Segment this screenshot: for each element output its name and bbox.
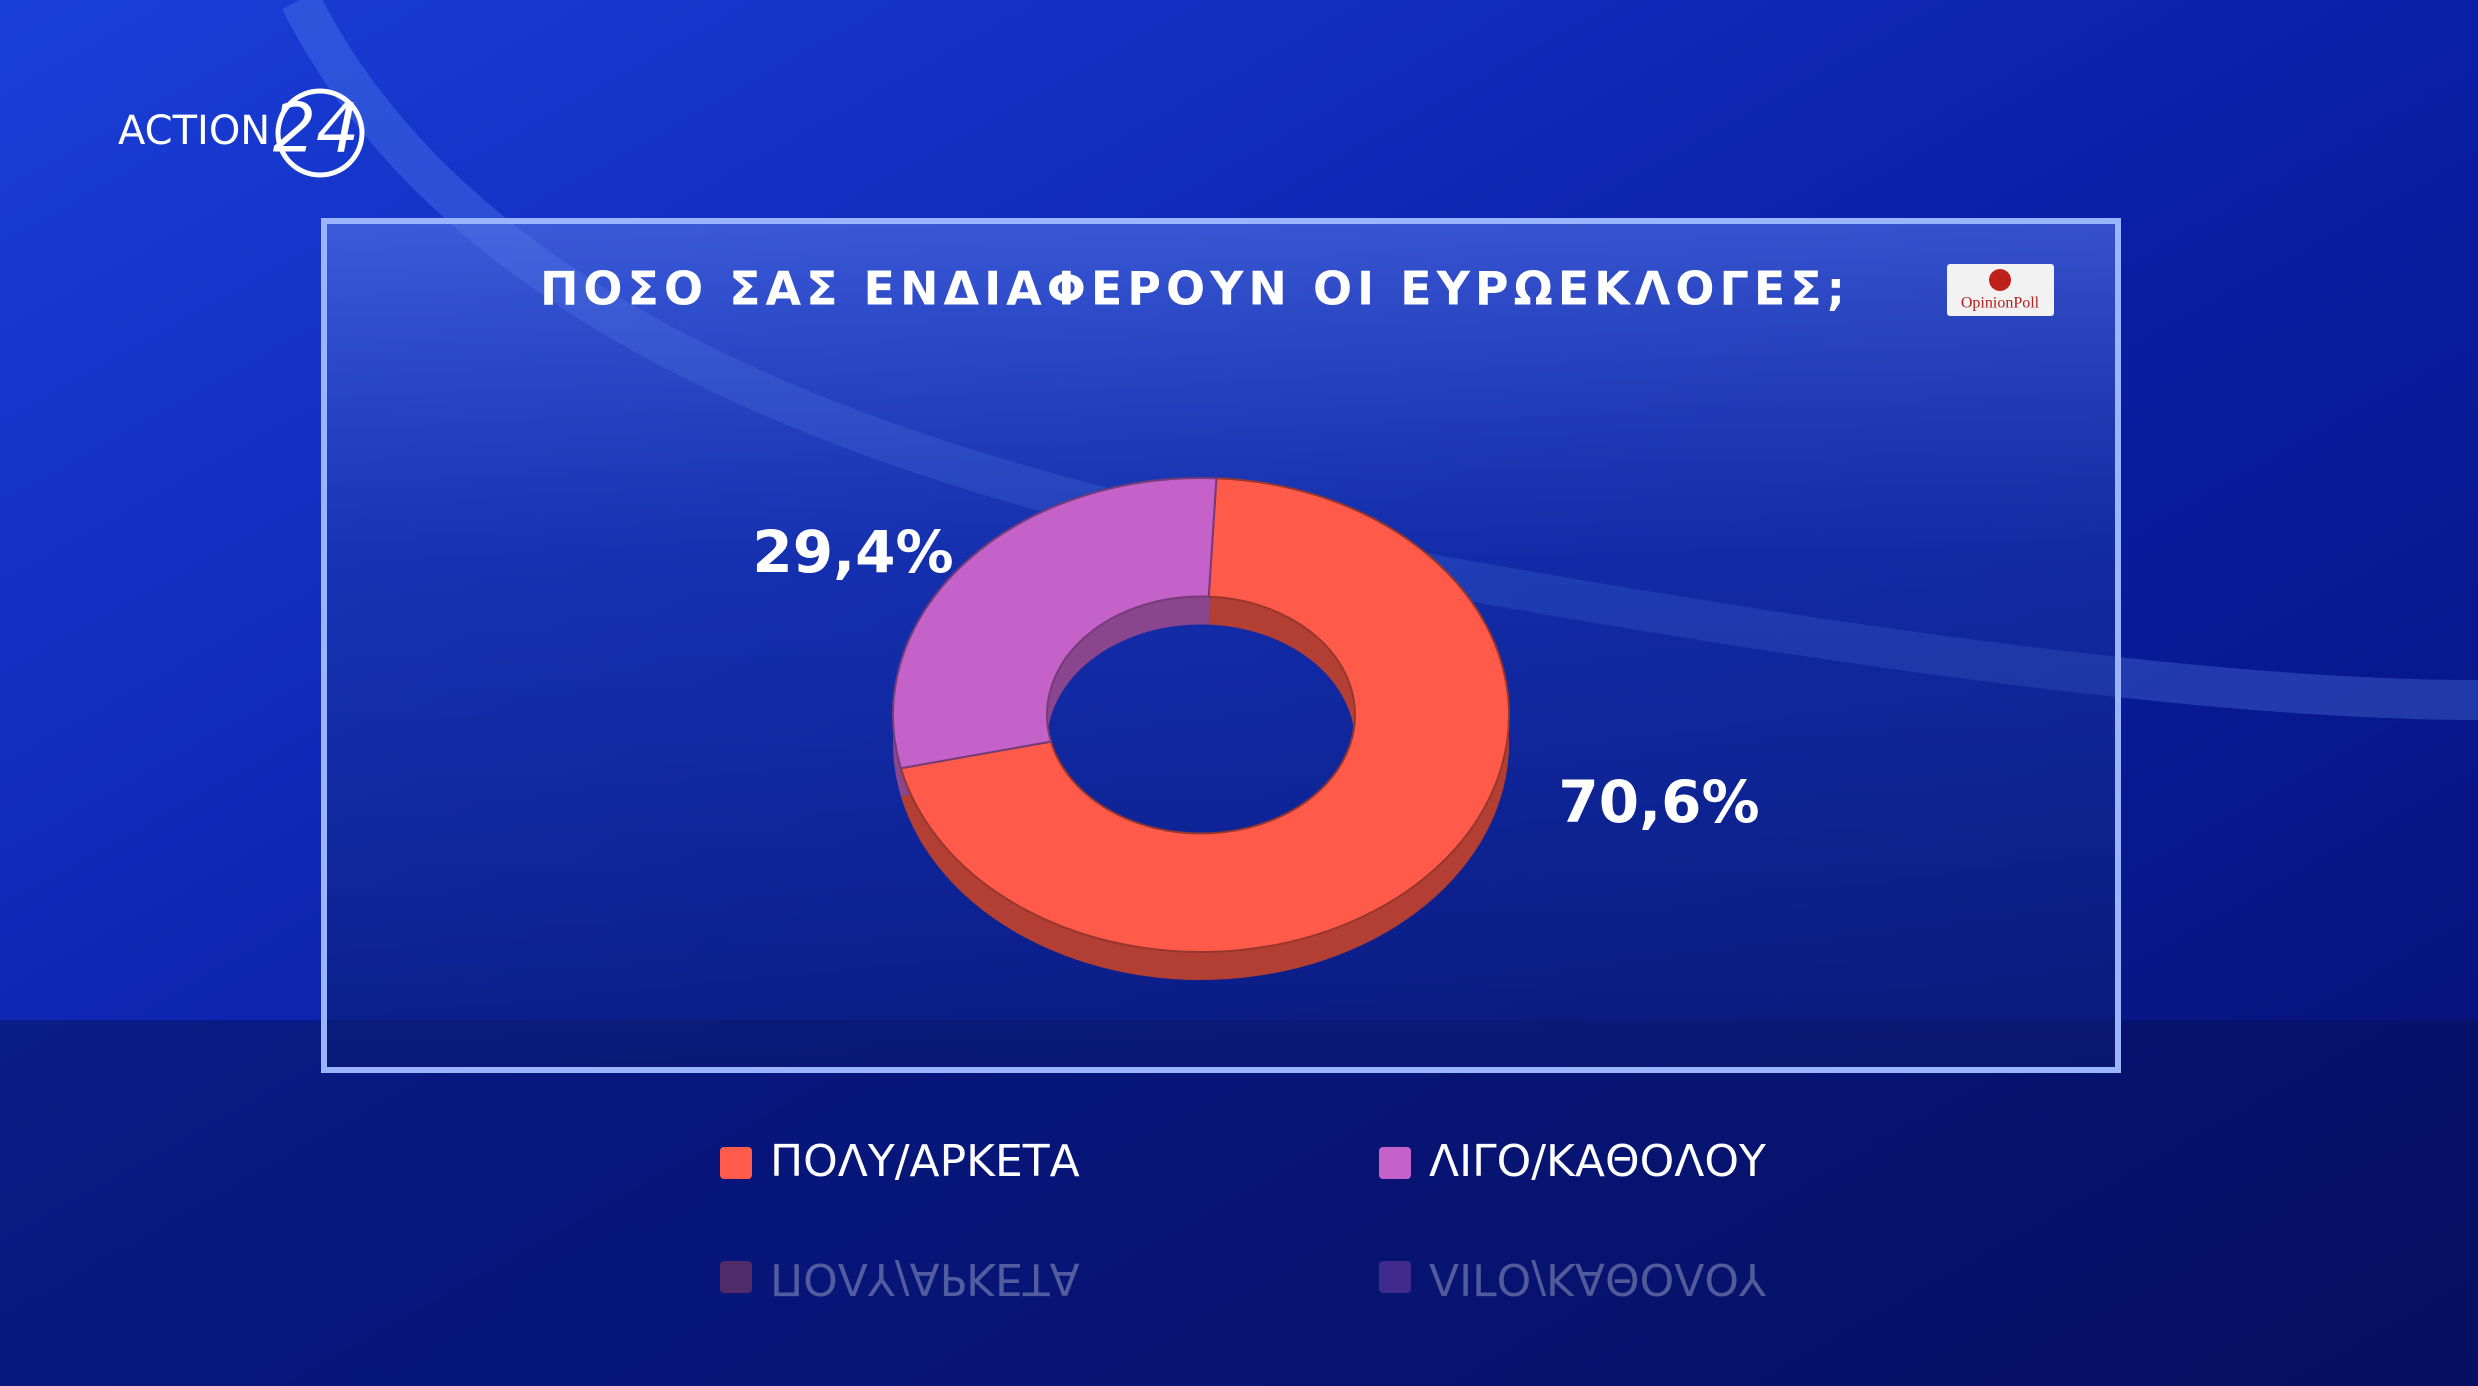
- donut-chart: 70,6% 29,4%: [752, 477, 1760, 980]
- slice: [899, 477, 1510, 953]
- data-label: 70,6%: [1558, 768, 1759, 836]
- slice: [892, 477, 1218, 770]
- legend-swatch: [720, 1147, 752, 1179]
- legend-label: ΠΟΛΥ/ΑΡΚΕΤΑ: [770, 1253, 1080, 1304]
- logo-ring: [275, 88, 365, 178]
- legend-swatch: [1379, 1261, 1411, 1293]
- channel-logo: ACTION: [118, 108, 270, 154]
- legend: ΠΟΛΥ/ΑΡΚΕΤΑ ΛΙΓΟ/ΚΑΘΟΛΟΥ: [720, 1136, 1766, 1187]
- channel-number: 24: [273, 90, 360, 169]
- legend-reflection: ΠΟΛΥ/ΑΡΚΕΤΑ ΛΙΓΟ/ΚΑΘΟΛΟΥ: [720, 1253, 1766, 1304]
- data-label: 29,4%: [752, 518, 953, 586]
- pollster-name: OpinionPoll: [1961, 295, 2040, 312]
- legend-label: ΛΙΓΟ/ΚΑΘΟΛΟΥ: [1429, 1136, 1766, 1187]
- legend-swatch: [1379, 1147, 1411, 1179]
- legend-swatch: [720, 1261, 752, 1293]
- chart-title: ΠΟΣΟ ΣΑΣ ΕΝΔΙΑΦΕΡΟΥΝ ΟΙ ΕΥΡΩΕΚΛΟΓΕΣ;: [540, 262, 1850, 316]
- legend-label: ΛΙΓΟ/ΚΑΘΟΛΟΥ: [1429, 1253, 1766, 1304]
- pollster-icon: [1989, 269, 2011, 291]
- floor: [0, 1020, 2478, 1386]
- legend-label: ΠΟΛΥ/ΑΡΚΕΤΑ: [770, 1136, 1080, 1187]
